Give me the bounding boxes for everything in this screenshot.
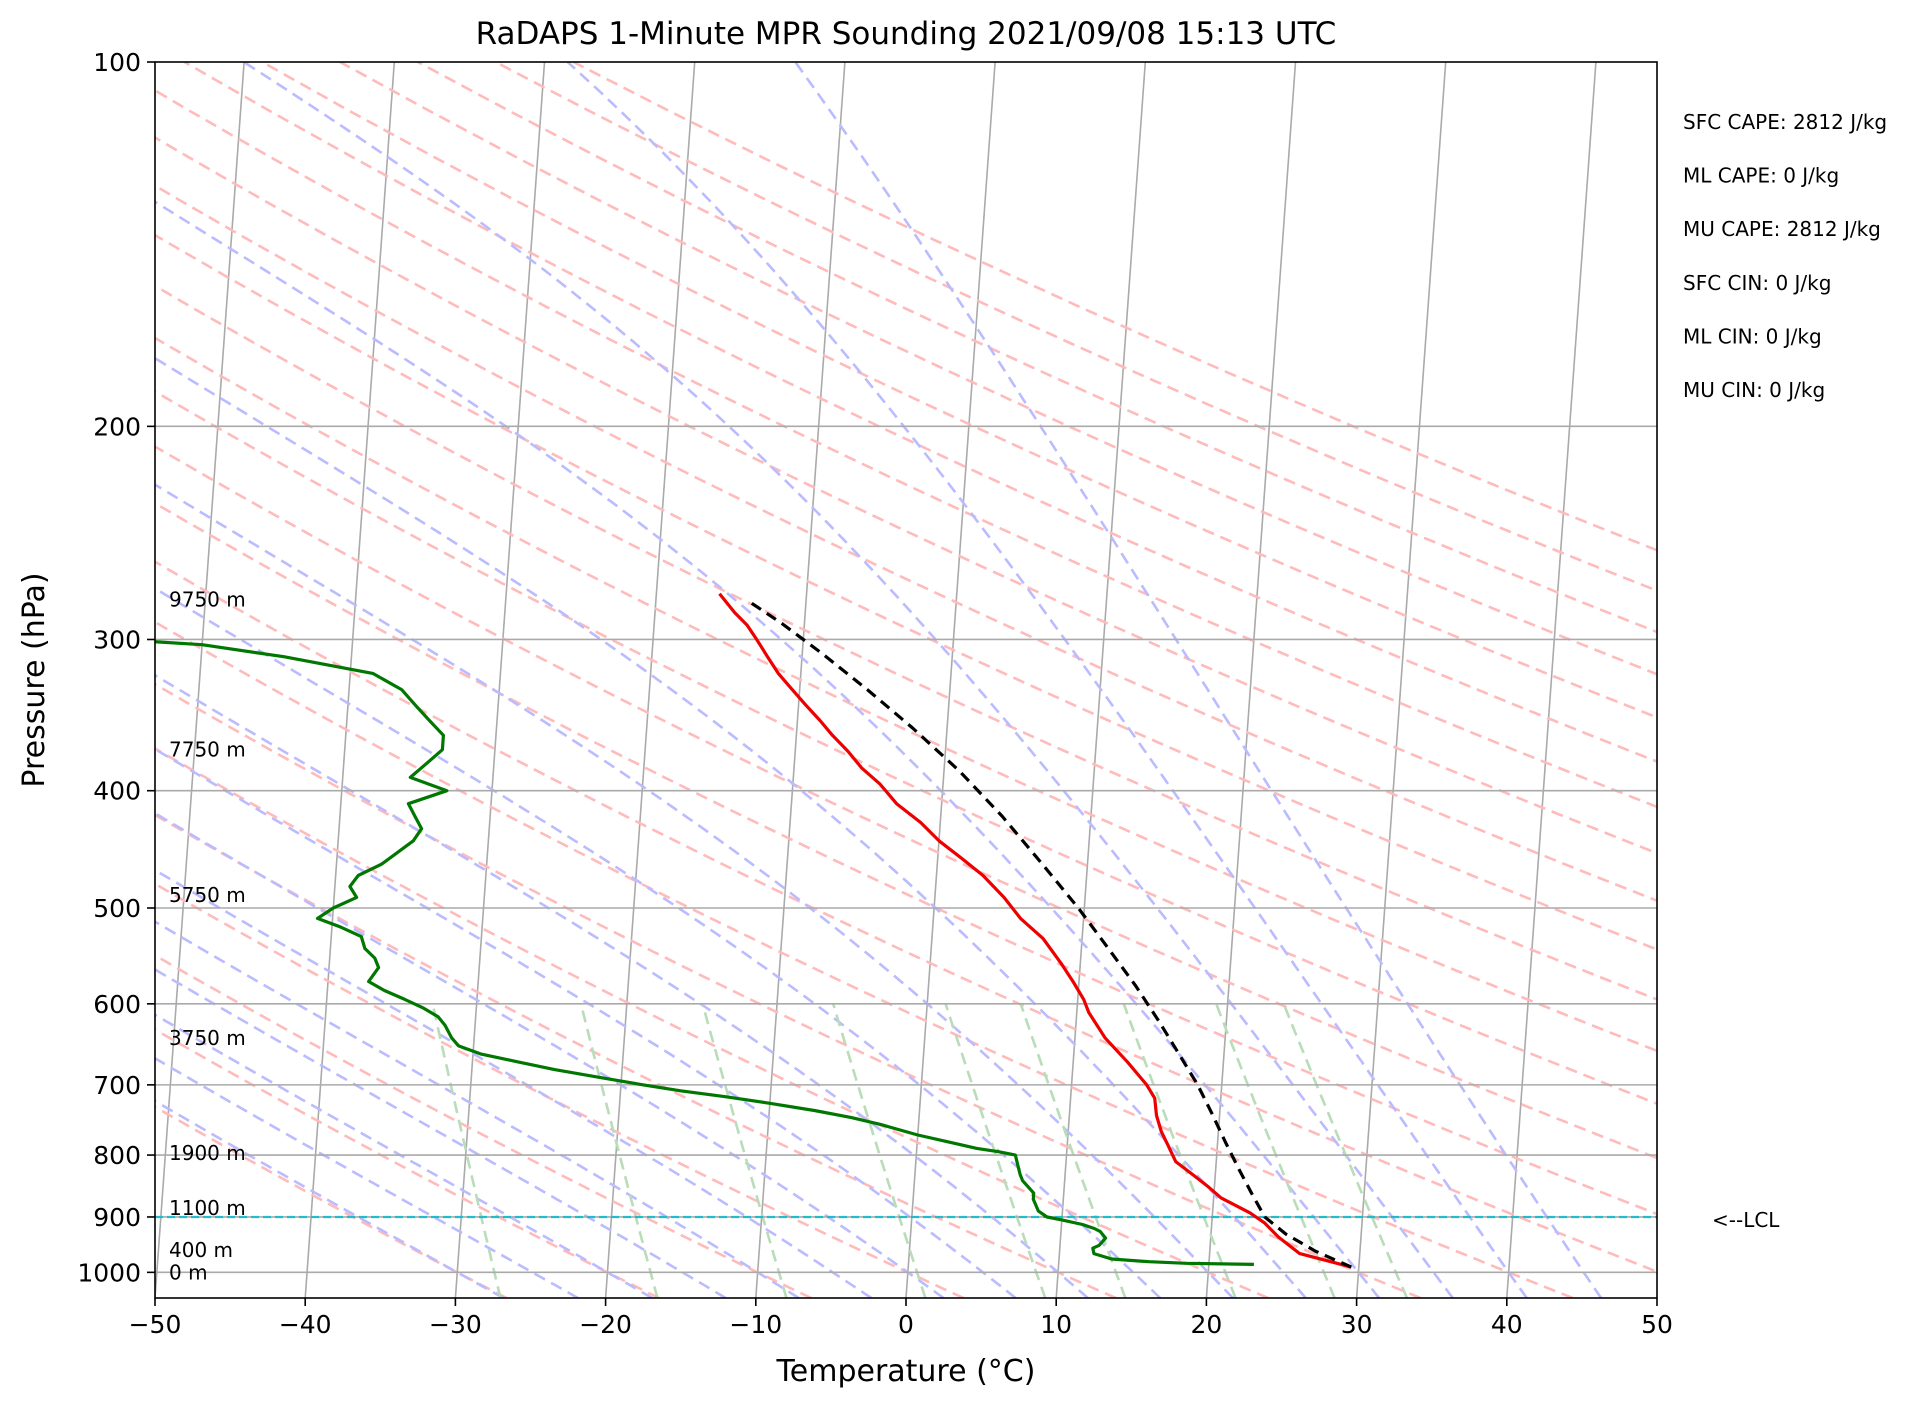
moist-adiabat-line <box>155 586 1162 1298</box>
moist-adiabat-line <box>155 483 1234 1298</box>
moist-adiabat-line <box>794 62 1603 1298</box>
isotherm-line <box>1205 62 1297 1298</box>
x-tick-label: −40 <box>279 1310 332 1339</box>
moist-adiabat-line <box>155 1056 579 1298</box>
dry-adiabat-line <box>155 336 1657 1053</box>
moist-adiabat-line <box>155 868 873 1298</box>
y-axis-title: Pressure (hPa) <box>17 572 52 787</box>
height-labels: 9750 m 7750 m 5750 m 3750 m 1900 m 1100 m 400 … <box>169 587 246 1284</box>
isotherm-line <box>304 62 396 1298</box>
dry-adiabat-line <box>155 1028 660 1298</box>
moist-adiabat-line <box>155 1013 653 1298</box>
moist-adiabat-line <box>155 920 800 1298</box>
dry-adiabat-line <box>155 445 1657 1160</box>
mixing-ratio-line <box>831 1003 927 1298</box>
x-tick-label: −20 <box>579 1310 632 1339</box>
moist-adiabat-line <box>155 200 1381 1298</box>
height-label: 3750 m <box>169 1026 246 1050</box>
y-tick-label: 100 <box>93 48 141 77</box>
x-tick-label: 10 <box>1040 1310 1072 1339</box>
isotherm-line <box>155 62 245 1298</box>
lcl-label: <--LCL <box>1712 1208 1780 1232</box>
height-label: 7750 m <box>169 738 246 762</box>
y-axis: 100 200 300 400 500 600 700 800 900 1000 <box>77 48 155 1287</box>
dry-adiabat-line <box>155 882 965 1298</box>
dry-adiabat-line <box>155 233 1657 951</box>
y-tick-label: 1000 <box>77 1258 141 1287</box>
x-tick-label: −30 <box>429 1310 482 1339</box>
isotherm-line <box>604 62 696 1298</box>
x-tick-label: 0 <box>898 1310 914 1339</box>
y-tick-label: 400 <box>93 777 141 806</box>
dry-adiabat-line <box>155 88 1657 809</box>
moist-adiabat-line <box>155 356 1307 1298</box>
mixing-ratio-line <box>944 1003 1047 1298</box>
x-axis: −50 −40 −30 −20 −10 0 10 20 30 40 50 <box>129 1298 1673 1339</box>
y-tick-label: 200 <box>93 412 141 441</box>
moist-adiabat-line <box>155 673 1089 1298</box>
isotherm-line <box>454 62 546 1298</box>
x-axis-title: Temperature (°C) <box>776 1354 1036 1389</box>
y-tick-label: 600 <box>93 990 141 1019</box>
stats-panel: SFC CAPE: 2812 J/kg ML CAPE: 0 J/kg MU CAP… <box>1683 110 1887 402</box>
dry-adiabat-line <box>417 62 1657 634</box>
mixing-ratio-line <box>579 1003 659 1298</box>
isotherm-line <box>1355 62 1447 1298</box>
stat-label: SFC CIN: 0 J/kg <box>1683 271 1831 295</box>
isotherm-line <box>1055 62 1147 1298</box>
dry-adiabat-line <box>155 813 1117 1298</box>
dewpoint-profile-line <box>155 640 1254 1266</box>
height-label: 9750 m <box>169 587 246 611</box>
moist-adiabat-line <box>155 1099 505 1298</box>
y-tick-label: 700 <box>93 1071 141 1100</box>
x-tick-label: 40 <box>1491 1310 1523 1339</box>
dry-adiabat-line <box>155 746 1269 1298</box>
dry-adiabat-line <box>155 560 1657 1274</box>
y-tick-label: 900 <box>93 1203 141 1232</box>
parcel-profile-line <box>745 598 1352 1269</box>
dry-adiabat-line <box>155 620 1574 1298</box>
chart-title: RaDAPS 1-Minute MPR Sounding 2021/09/08 … <box>476 16 1337 52</box>
x-tick-label: −10 <box>729 1310 782 1339</box>
isotherm-line <box>1506 62 1597 1298</box>
x-tick-label: 30 <box>1341 1310 1373 1339</box>
x-tick-label: 50 <box>1641 1310 1673 1339</box>
stat-label: MU CIN: 0 J/kg <box>1683 378 1825 402</box>
dry-adiabat-line <box>155 953 812 1298</box>
x-tick-label: −50 <box>129 1310 182 1339</box>
x-tick-label: 20 <box>1190 1310 1222 1339</box>
isotherm-line <box>905 62 996 1298</box>
stat-label: SFC CAPE: 2812 J/kg <box>1683 110 1887 134</box>
y-tick-label: 300 <box>93 625 141 654</box>
temperature-profile-line <box>718 592 1352 1269</box>
stat-label: MU CAPE: 2812 J/kg <box>1683 217 1881 241</box>
moist-adiabat-line <box>155 747 1017 1298</box>
dry-adiabat-line <box>261 62 1657 719</box>
dry-adiabat-line <box>155 284 1657 1001</box>
mixing-ratio-line <box>701 1003 788 1298</box>
y-tick-label: 500 <box>93 894 141 923</box>
height-label: 5750 m <box>169 883 246 907</box>
moist-adiabat-line <box>566 62 1528 1298</box>
y-tick-label: 800 <box>93 1141 141 1170</box>
stat-label: ML CAPE: 0 J/kg <box>1683 164 1839 188</box>
height-label: 1100 m <box>169 1196 246 1220</box>
sounding-profiles <box>155 592 1352 1269</box>
height-label: 0 m <box>169 1260 208 1284</box>
dry-adiabat-line <box>155 501 1657 1216</box>
dry-adiabat-line <box>155 184 1657 903</box>
height-label: 1900 m <box>169 1141 246 1165</box>
stat-label: ML CIN: 0 J/kg <box>1683 324 1822 348</box>
mixing-ratio-line <box>1282 1003 1409 1298</box>
reference-lines <box>155 62 1657 1298</box>
mixing-ratio-line <box>431 1003 502 1298</box>
height-label: 400 m <box>169 1238 233 1262</box>
